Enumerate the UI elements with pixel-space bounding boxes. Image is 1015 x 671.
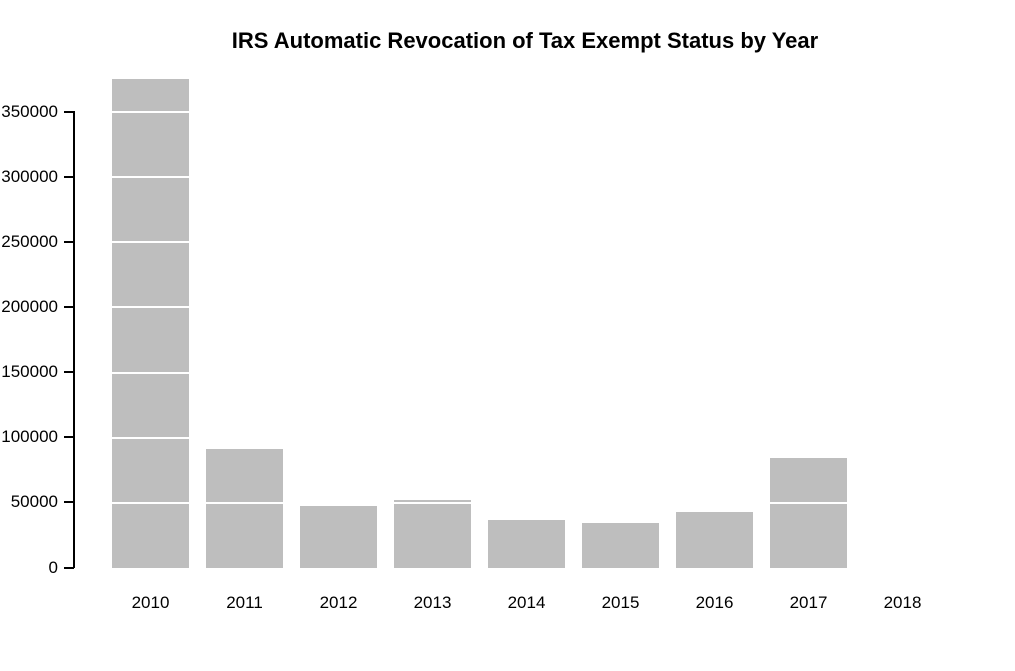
gridline-350000 <box>76 111 988 113</box>
y-tick-label-50000: 50000 <box>10 492 58 512</box>
gridline-100000 <box>76 436 988 439</box>
gridline-50000 <box>76 501 988 504</box>
bar-2016 <box>676 511 753 568</box>
x-tick-label-2011: 2011 <box>226 593 263 612</box>
y-tick-350000 <box>64 110 74 113</box>
y-tick-label-150000: 150000 <box>1 362 58 382</box>
y-tick-label-350000: 350000 <box>1 101 58 121</box>
y-tick-150000 <box>64 371 74 374</box>
y-tick-250000 <box>64 240 74 243</box>
bar-2012 <box>300 506 377 568</box>
bar-2010 <box>112 79 189 568</box>
y-tick-300000 <box>64 175 74 178</box>
y-tick-label-250000: 250000 <box>1 231 58 251</box>
x-tick-label-2018: 2018 <box>883 593 922 612</box>
x-tick-label-2016: 2016 <box>695 593 734 612</box>
y-tick-label-200000: 200000 <box>1 296 58 316</box>
gridline-200000 <box>76 306 988 309</box>
gridline-300000 <box>76 176 988 179</box>
y-tick-200000 <box>64 305 74 308</box>
chart-title: IRS Automatic Revocation of Tax Exempt S… <box>231 28 819 53</box>
y-tick-100000 <box>64 436 74 439</box>
bar-2014 <box>488 520 565 568</box>
y-tick-0 <box>64 566 74 569</box>
plot-area <box>0 79 1015 568</box>
y-tick-label-0: 0 <box>48 557 58 577</box>
bar-2017 <box>770 458 847 568</box>
gridline-150000 <box>76 371 988 374</box>
x-tick-label-2013: 2013 <box>413 593 452 612</box>
bar-2013 <box>394 500 471 568</box>
gridline-250000 <box>76 241 988 244</box>
y-axis-line <box>73 111 75 568</box>
x-tick-label-2015: 2015 <box>601 593 640 612</box>
x-tick-label-2012: 2012 <box>319 593 358 612</box>
y-tick-label-300000: 300000 <box>1 166 58 186</box>
bar-2011 <box>206 449 283 568</box>
x-tick-label-2017: 2017 <box>789 593 828 612</box>
x-tick-label-2010: 2010 <box>131 593 170 612</box>
y-tick-label-100000: 100000 <box>1 427 58 447</box>
x-tick-label-2014: 2014 <box>507 593 546 612</box>
y-tick-50000 <box>64 501 74 504</box>
bar-2015 <box>582 523 659 568</box>
